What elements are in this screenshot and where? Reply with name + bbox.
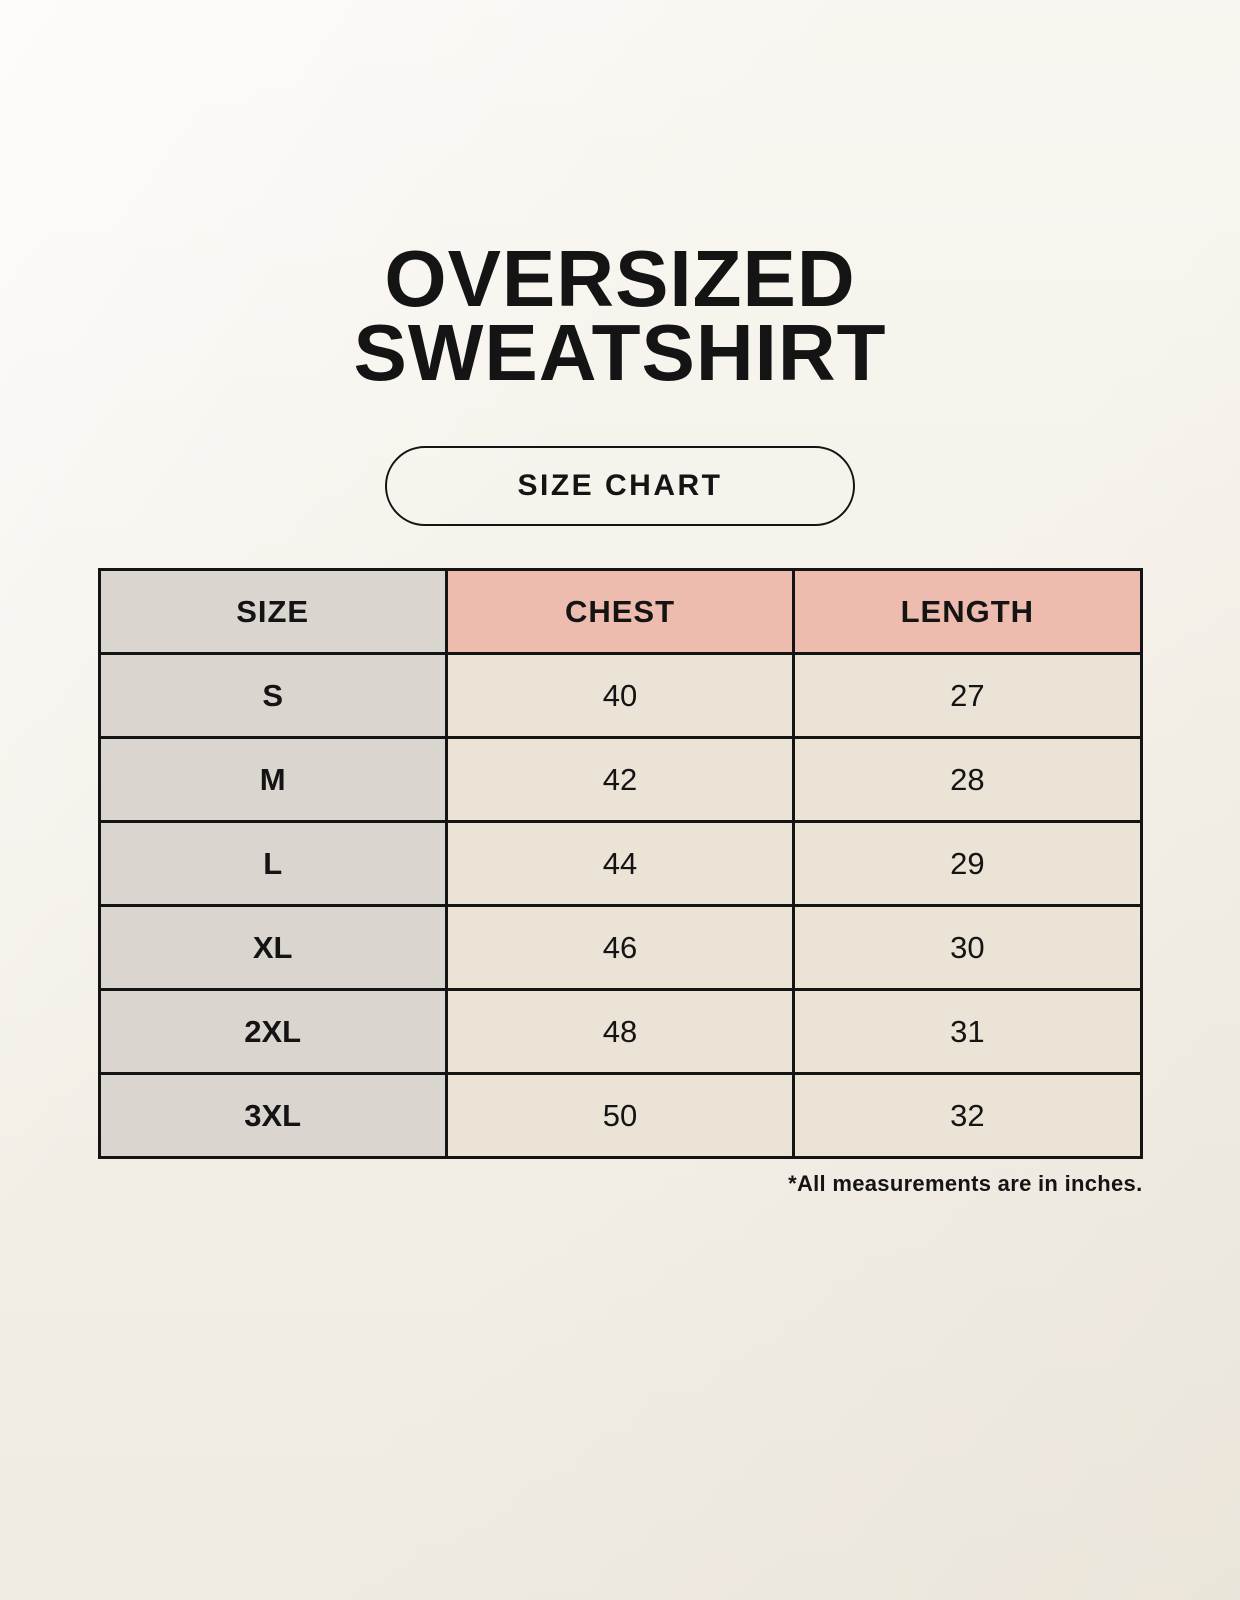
size-chart-table: SIZE CHEST LENGTH S 40 27 M 42 28 L 44 2…: [97, 568, 1143, 1159]
table-row-2xl: 2XL 48 31: [97, 988, 1143, 1075]
table-row-xl: XL 46 30: [97, 904, 1143, 991]
size-label: L: [97, 820, 448, 907]
size-chart-button-container: SIZE CHART: [0, 446, 1240, 526]
product-title: OVERSIZED SWEATSHIRT: [0, 0, 1240, 397]
chest-value: 48: [444, 988, 796, 1075]
length-value: 28: [792, 736, 1143, 823]
table-row-s: S 40 27: [97, 652, 1143, 739]
title-line-2: SWEATSHIRT: [353, 308, 887, 397]
size-label: 3XL: [97, 1072, 448, 1159]
length-value: 29: [792, 820, 1143, 907]
length-value: 27: [792, 652, 1143, 739]
table-row-3xl: 3XL 50 32: [97, 1072, 1143, 1159]
measurements-footnote: *All measurements are in inches.: [788, 1171, 1143, 1196]
size-label: 2XL: [97, 988, 448, 1075]
column-header-size: SIZE: [97, 568, 448, 655]
table-row-m: M 42 28: [97, 736, 1143, 823]
column-header-length: LENGTH: [792, 568, 1143, 655]
chest-value: 40: [444, 652, 796, 739]
chest-value: 44: [444, 820, 796, 907]
chest-value: 42: [444, 736, 796, 823]
size-label: M: [97, 736, 448, 823]
column-header-chest: CHEST: [444, 568, 796, 655]
length-value: 31: [792, 988, 1143, 1075]
length-value: 30: [792, 904, 1143, 991]
table-row-l: L 44 29: [97, 820, 1143, 907]
title-line-1: OVERSIZED: [384, 234, 856, 323]
table-header-row: SIZE CHEST LENGTH: [97, 568, 1143, 655]
page-title: OVERSIZED SWEATSHIRT: [0, 234, 1240, 397]
size-label: XL: [97, 904, 448, 991]
size-label: S: [97, 652, 448, 739]
chest-value: 46: [444, 904, 796, 991]
size-chart-button[interactable]: SIZE CHART: [385, 446, 855, 526]
length-value: 32: [792, 1072, 1143, 1159]
chest-value: 50: [444, 1072, 796, 1159]
